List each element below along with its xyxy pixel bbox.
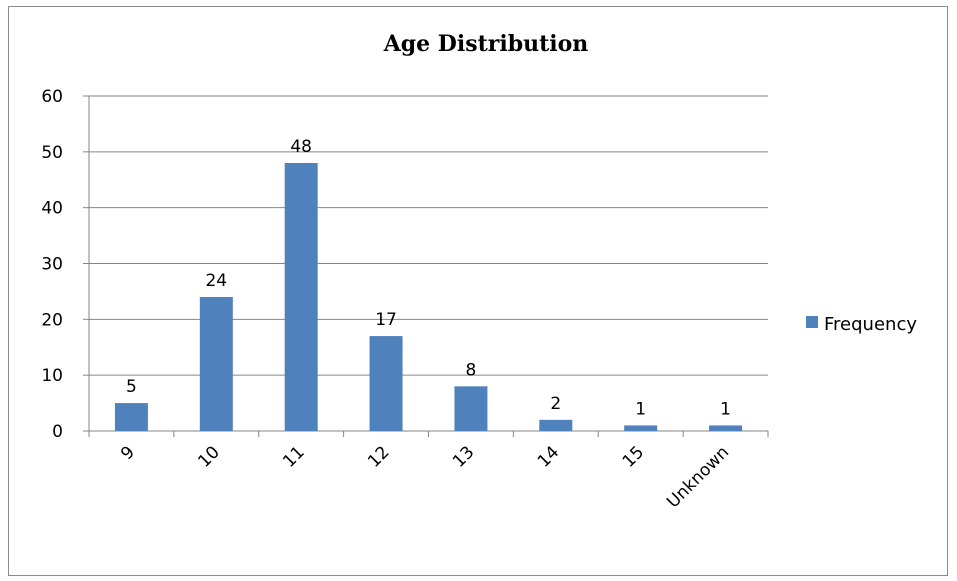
- y-tick-label: 30: [41, 255, 63, 275]
- legend-label: Frequency: [824, 314, 917, 335]
- chart-title: Age Distribution: [383, 31, 589, 57]
- bar-unknown: [709, 425, 743, 431]
- data-label: 17: [375, 310, 397, 330]
- bars: [114, 163, 743, 431]
- data-label: 1: [635, 399, 646, 419]
- bar-9: [114, 403, 148, 431]
- bar-14: [539, 419, 573, 431]
- bar-12: [369, 336, 403, 431]
- bar-13: [454, 386, 488, 431]
- bar-11: [284, 163, 318, 431]
- bar-15: [624, 425, 658, 431]
- y-tick-label: 40: [41, 199, 63, 219]
- x-tick-label: 9: [117, 442, 139, 464]
- data-label: 8: [466, 360, 477, 380]
- data-label: 24: [205, 271, 227, 291]
- data-labels: 5 24 48 17 8 2 1 1: [126, 137, 731, 419]
- y-axis-ticks: 0 10 20 30 40 50 60: [41, 87, 89, 442]
- y-tick-label: 50: [41, 143, 63, 163]
- legend-swatch: [806, 316, 818, 328]
- x-tick-label: 13: [449, 442, 478, 471]
- x-tick-label: 15: [619, 442, 648, 471]
- x-tick-label: Unknown: [663, 442, 733, 512]
- y-tick-label: 20: [41, 310, 63, 330]
- x-axis-ticks: 9 10 11 12 13 14 15 Unknown: [88, 431, 769, 512]
- y-tick-label: 60: [41, 87, 63, 107]
- bar-10: [199, 297, 233, 431]
- y-tick-label: 10: [41, 366, 63, 386]
- data-label: 2: [550, 394, 561, 414]
- y-tick-label: 0: [52, 422, 63, 442]
- x-tick-label: 11: [279, 442, 308, 471]
- data-label: 1: [720, 399, 731, 419]
- gridlines: [89, 95, 768, 432]
- data-label: 5: [126, 377, 137, 397]
- legend: Frequency: [806, 314, 917, 335]
- x-tick-label: 12: [364, 442, 393, 471]
- data-label: 48: [290, 137, 312, 157]
- chart-frame: [8, 6, 948, 576]
- x-tick-label: 14: [534, 442, 563, 471]
- x-tick-label: 10: [194, 442, 223, 471]
